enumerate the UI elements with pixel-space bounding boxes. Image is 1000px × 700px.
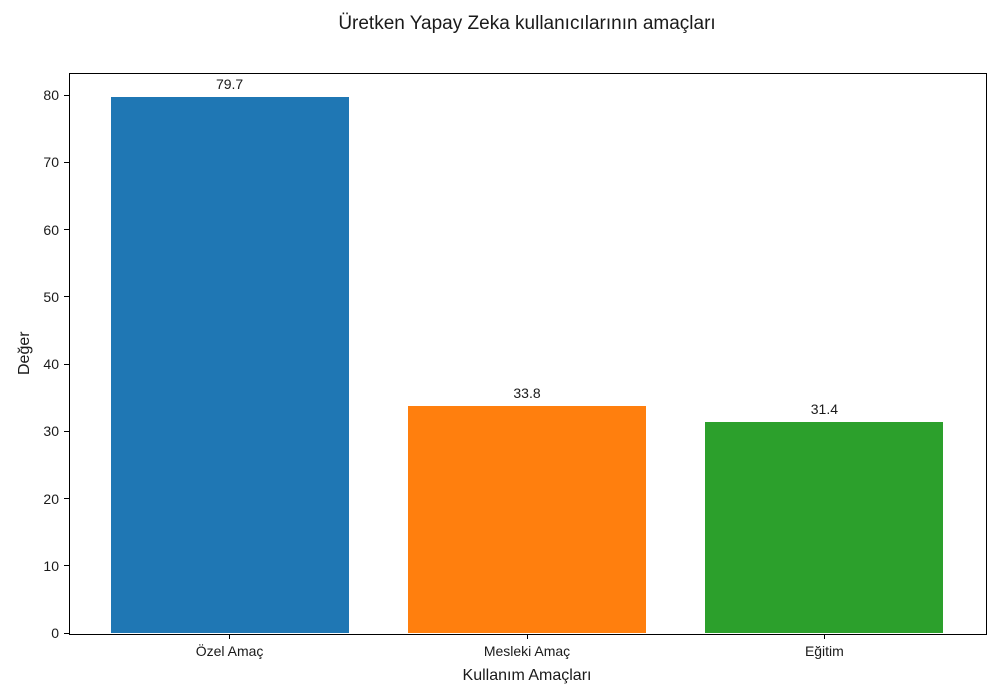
x-tick-label: Özel Amaç [195,643,264,659]
y-tick-label: 30 [43,423,59,440]
x-tick-mark [229,634,231,639]
y-tick-mark [64,430,69,432]
x-axis-label: Kullanım Amaçları [462,667,592,684]
bar [110,97,349,633]
y-tick-label: 60 [43,221,59,238]
y-tick-label: 80 [43,87,59,104]
y-tick-label: 70 [43,154,59,171]
y-tick-mark [64,161,69,163]
chart-title: Üretken Yapay Zeka kullanıcılarının amaç… [338,13,716,34]
y-tick-label: 10 [43,557,59,574]
x-tick-label: Mesleki Amaç [483,643,571,659]
x-tick-label: Eğitim [804,643,844,659]
y-tick-label: 0 [51,625,59,641]
x-tick-mark [526,634,528,639]
y-tick-mark [64,565,69,567]
y-tick-mark [64,363,69,365]
x-tick-mark [823,634,825,639]
y-tick-label: 50 [43,288,59,305]
bar [705,421,944,633]
bar [408,405,646,633]
bar-value-label: 31.4 [810,400,839,417]
y-tick-mark [64,632,69,634]
y-tick-mark [64,94,69,96]
bar-value-label: 79.7 [215,76,244,93]
bar-value-label: 33.8 [513,384,541,401]
y-tick-label: 20 [43,490,59,507]
y-tick-label: 40 [43,356,59,373]
y-tick-mark [64,498,69,500]
y-tick-mark [64,229,69,231]
y-tick-mark [64,296,69,298]
